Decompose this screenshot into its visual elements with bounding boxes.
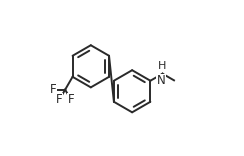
Text: F: F (68, 93, 74, 106)
Text: N: N (157, 75, 166, 88)
Text: H: H (158, 61, 167, 71)
Text: F: F (56, 93, 63, 106)
Text: F: F (50, 83, 57, 96)
